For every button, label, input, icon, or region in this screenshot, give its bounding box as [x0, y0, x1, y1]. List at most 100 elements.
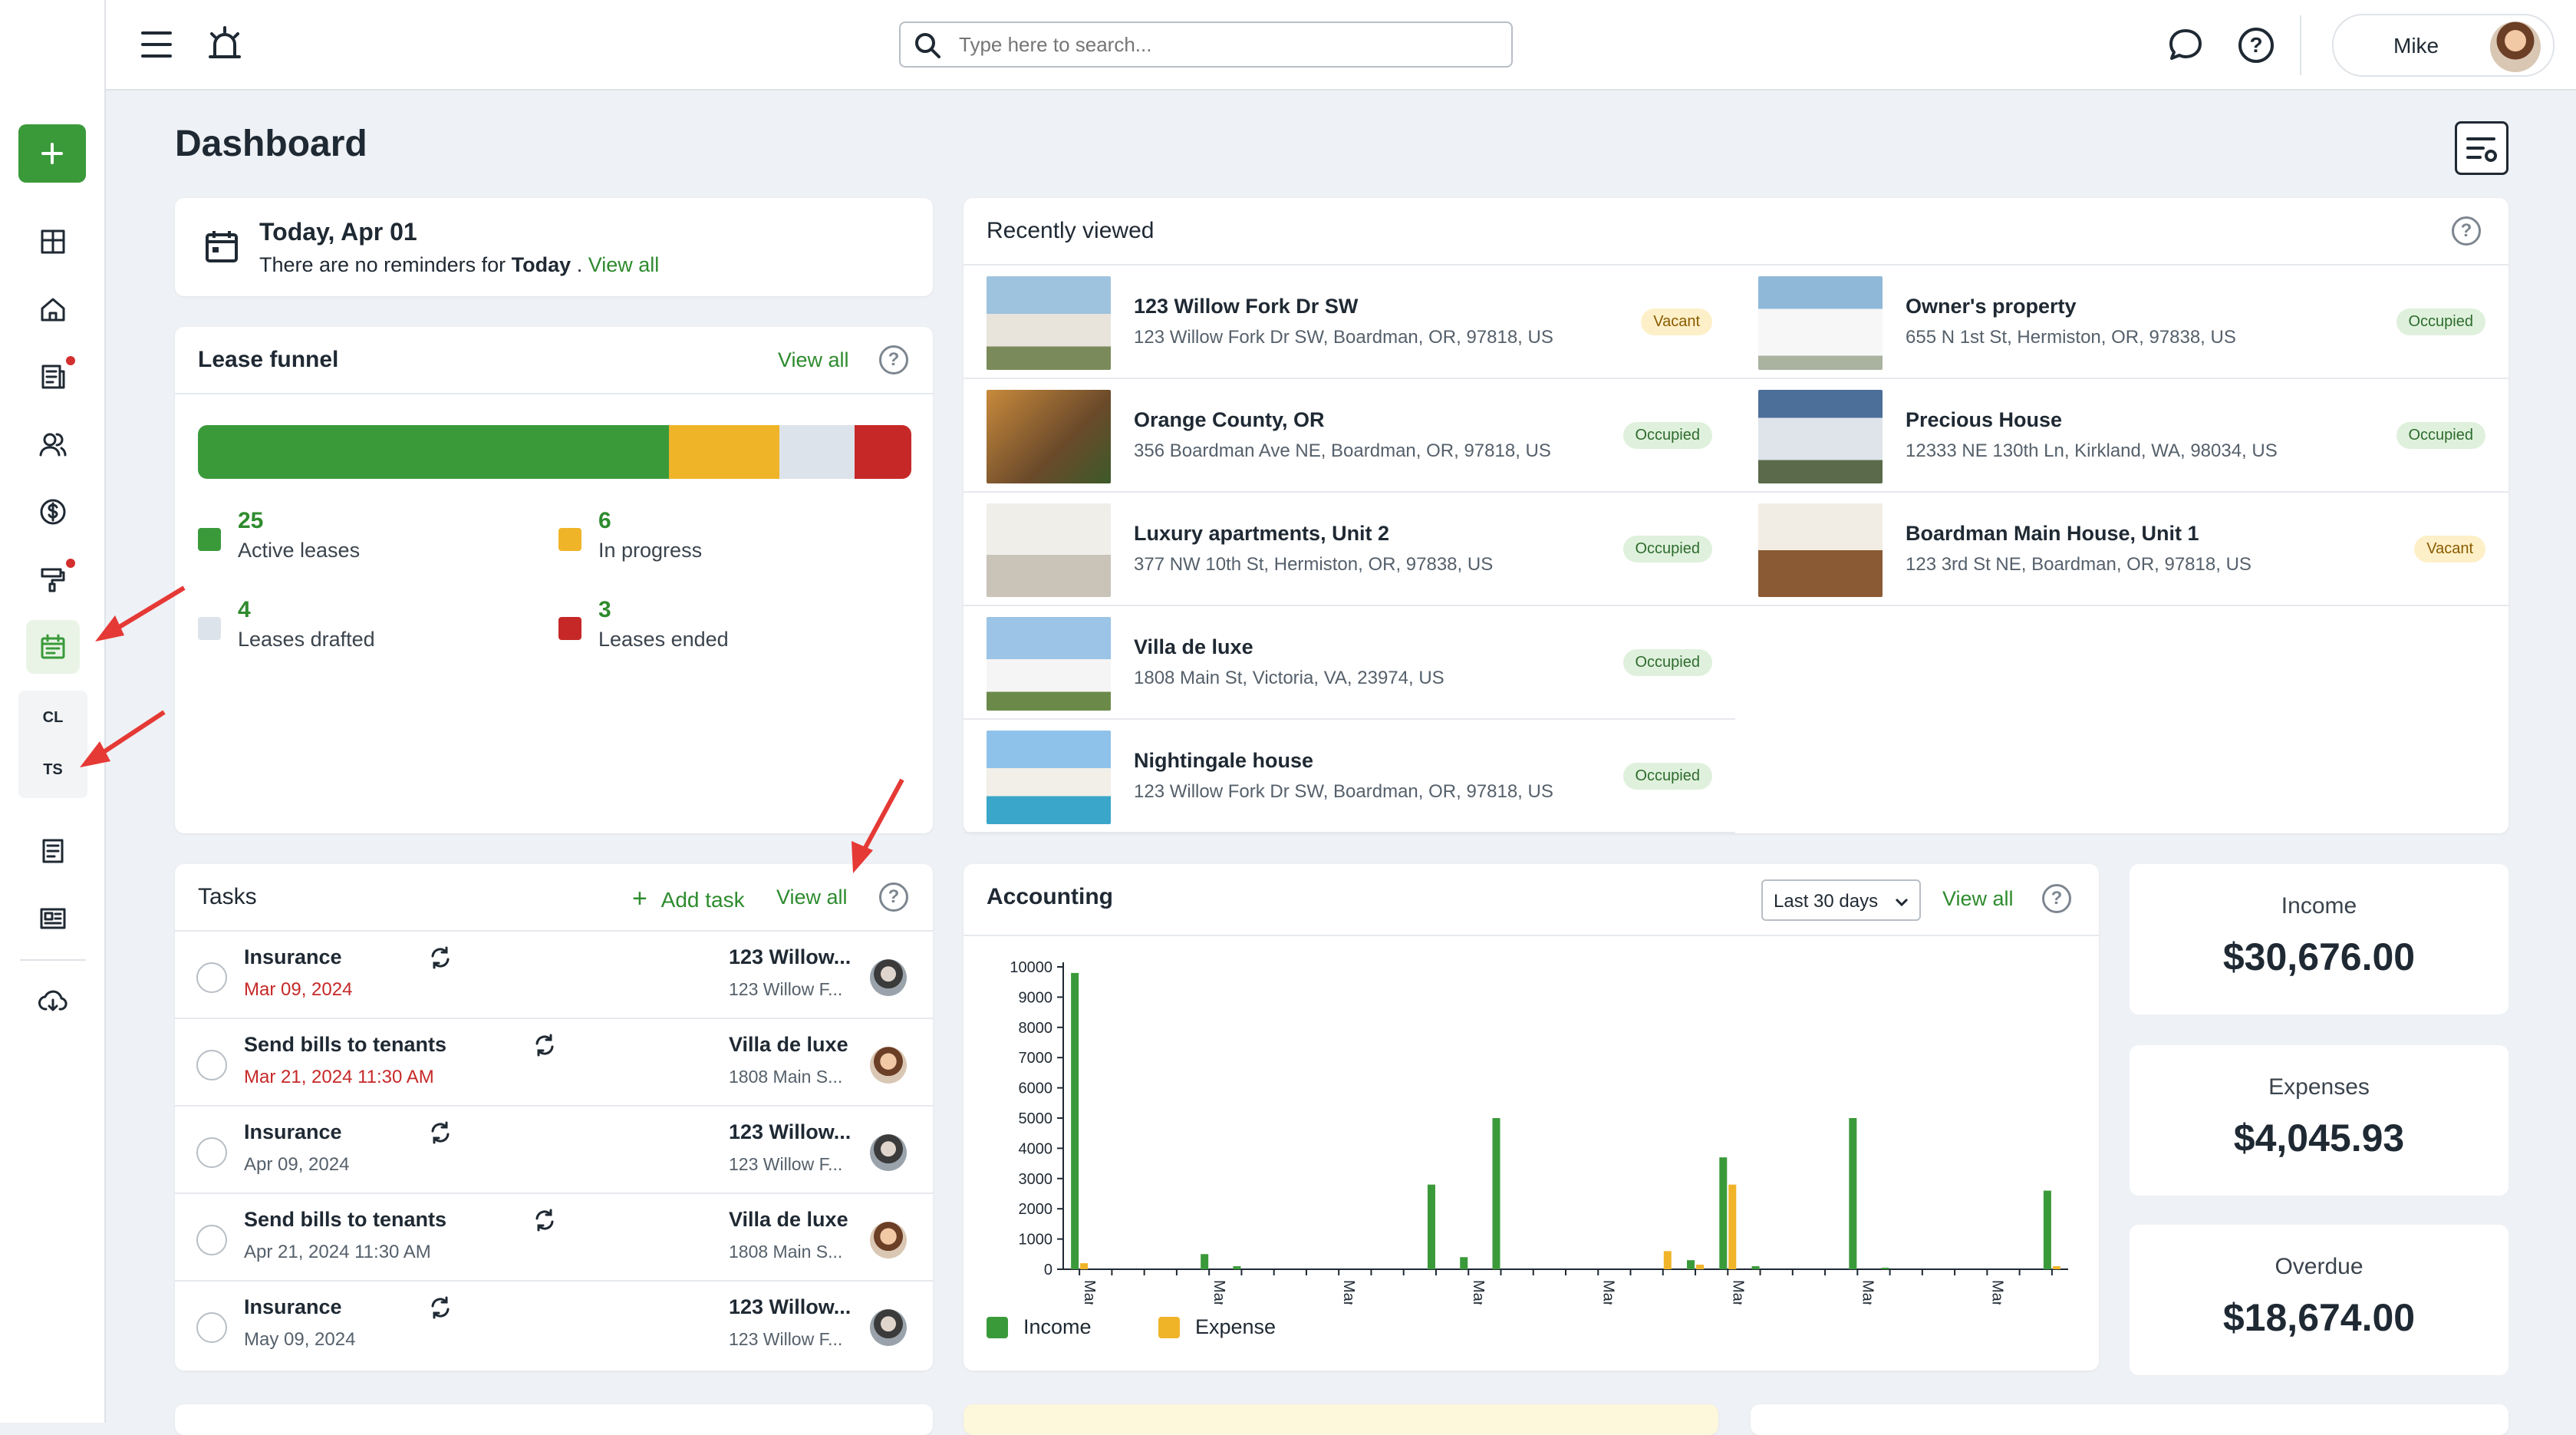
listing-card-icon: [40, 908, 66, 929]
y-tick-label: 4000: [1019, 1140, 1053, 1157]
status-badge: Vacant: [2414, 536, 2485, 562]
help-icon[interactable]: ?: [2238, 28, 2274, 63]
accounting-view-all[interactable]: View all: [1942, 887, 2014, 910]
income-summary-label: Income: [2281, 893, 2357, 919]
accounting-help-icon[interactable]: ?: [2042, 884, 2071, 913]
status-badge: Occupied: [2396, 422, 2485, 449]
sidebar-item-reports[interactable]: [26, 824, 80, 878]
sidebar-item-ts[interactable]: TS: [43, 761, 63, 778]
income-bar: [1492, 1118, 1500, 1269]
search-input[interactable]: [957, 29, 1494, 60]
legend-swatch: [987, 1317, 1008, 1338]
recently-viewed-item[interactable]: Nightingale house 123 Willow Fork Dr SW, …: [964, 720, 1735, 833]
recently-viewed-item[interactable]: Owner's property 655 N 1st St, Hermiston,…: [1735, 266, 2508, 379]
sidebar-item-listings[interactable]: [26, 892, 80, 945]
recently-viewed-item[interactable]: Precious House 12333 NE 130th Ln, Kirklan…: [1735, 379, 2508, 493]
lease-funnel-help-icon[interactable]: ?: [879, 345, 908, 374]
sidebar-item-calendar[interactable]: [26, 620, 80, 674]
property-name: Villa de luxe: [1134, 635, 1253, 658]
recently-viewed-help-icon[interactable]: ?: [2452, 216, 2481, 246]
reminders-view-all-link[interactable]: View all: [588, 253, 660, 276]
recently-viewed-title: Recently viewed: [987, 218, 1155, 243]
task-row[interactable]: Insurance Apr 09, 2024 123 Willow... 123 Wi…: [175, 1107, 933, 1194]
sidebar-item-contacts[interactable]: [26, 417, 80, 471]
task-property-address: 1808 Main S...: [729, 1067, 843, 1087]
add-task-button[interactable]: + Add task: [632, 884, 745, 914]
property-name: Luxury apartments, Unit 2: [1134, 522, 1390, 545]
income-bar: [1427, 1184, 1435, 1269]
income-bar: [2043, 1190, 2051, 1269]
task-checkbox[interactable]: [196, 1137, 227, 1168]
bottom-card-left: [175, 1404, 933, 1435]
dollar-icon: [40, 499, 66, 525]
sidebar-item-accounting[interactable]: [26, 485, 80, 539]
task-due-date: May 09, 2024: [244, 1329, 356, 1350]
recently-viewed-item[interactable]: Orange County, OR 356 Boardman Ave NE, Bo…: [964, 379, 1735, 493]
funnel-legend-swatch: [558, 528, 581, 551]
hamburger-menu-icon[interactable]: [140, 29, 173, 60]
task-name: Send bills to tenants: [244, 1033, 447, 1056]
property-address: 356 Boardman Ave NE, Boardman, OR, 97818…: [1134, 440, 1551, 461]
task-checkbox[interactable]: [196, 1225, 227, 1255]
page-title: Dashboard: [175, 124, 367, 164]
customize-icon: [2466, 137, 2497, 162]
recently-viewed-item[interactable]: 123 Willow Fork Dr SW 123 Willow Fork Dr …: [964, 266, 1735, 379]
card-divider: [175, 930, 933, 932]
x-tick-label: Mar 09: [1340, 1280, 1357, 1305]
recently-viewed-item[interactable]: Luxury apartments, Unit 2 377 NW 10th St,…: [964, 493, 1735, 606]
siren-alert-icon[interactable]: [206, 25, 244, 63]
x-tick-label: Mar 25: [1859, 1280, 1876, 1305]
accounting-card: Accounting Last 30 days View all ? 0 1000…: [964, 864, 2099, 1371]
sidebar-item-cl[interactable]: CL: [42, 709, 64, 726]
expense-bar: [1696, 1265, 1705, 1269]
sidebar-item-properties[interactable]: [26, 282, 80, 336]
funnel-legend-count: 6: [598, 508, 611, 533]
accounting-chart: 0 1000 2000 3000 4000 5000 6000 7000 8000 9000 100…: [1010, 959, 2068, 1305]
paint-roller-icon: [41, 568, 65, 592]
y-tick-label: 1000: [1019, 1232, 1053, 1249]
sidebar-divider: [20, 959, 86, 961]
reminders-period: .: [576, 253, 583, 276]
task-row[interactable]: Send bills to tenants Mar 21, 2024 11:30 …: [175, 1019, 933, 1107]
tasks-view-all[interactable]: View all: [776, 886, 848, 909]
task-property-address: 123 Willow F...: [729, 1329, 843, 1349]
y-tick-label: 3000: [1019, 1171, 1053, 1188]
task-row[interactable]: Send bills to tenants Apr 21, 2024 11:30 …: [175, 1194, 933, 1282]
status-badge: Occupied: [1622, 536, 1712, 562]
legend-label: Income: [1023, 1315, 1092, 1338]
sidebar-item-download[interactable]: [26, 975, 80, 1028]
sidebar-item-dashboard[interactable]: [26, 215, 80, 269]
recently-viewed-item[interactable]: Boardman Main House, Unit 1 123 3rd St NE…: [1735, 493, 2508, 606]
recently-viewed-item[interactable]: Villa de luxe 1808 Main St, Victoria, VA,…: [964, 606, 1735, 720]
add-button[interactable]: [18, 124, 86, 183]
income-summary-card: Income $30,676.00: [2130, 864, 2508, 1014]
task-row[interactable]: Insurance May 09, 2024 123 Willow... 123 Wi…: [175, 1282, 933, 1369]
overdue-summary-card: Overdue $18,674.00: [2130, 1225, 2508, 1375]
task-checkbox[interactable]: [196, 1312, 227, 1343]
customize-dashboard-button[interactable]: [2455, 121, 2508, 175]
bottom-card-right: [1751, 1404, 2508, 1435]
search-box[interactable]: [899, 21, 1513, 68]
task-name: Insurance: [244, 1120, 342, 1143]
x-tick-label: Mar 01: [1081, 1280, 1098, 1305]
funnel-legend-swatch: [198, 617, 221, 640]
lease-funnel-view-all[interactable]: View all: [778, 348, 849, 371]
sidebar-item-leases[interactable]: [26, 350, 80, 404]
tasks-help-icon[interactable]: ?: [879, 882, 908, 912]
income-bar: [1719, 1157, 1728, 1269]
task-checkbox[interactable]: [196, 1050, 227, 1080]
chat-icon[interactable]: [2166, 26, 2205, 64]
task-row[interactable]: Insurance Mar 09, 2024 123 Willow... 123 Wi…: [175, 932, 933, 1019]
sidebar-item-maintenance[interactable]: [26, 553, 80, 606]
task-checkbox[interactable]: [196, 962, 227, 993]
expenses-summary-label: Expenses: [2268, 1074, 2370, 1100]
legend-label: Expense: [1195, 1315, 1276, 1338]
plus-icon: [41, 143, 63, 164]
period-select[interactable]: Last 30 days: [1761, 879, 1921, 921]
topbar-divider: [2300, 15, 2301, 75]
funnel-segment: [668, 425, 779, 479]
income-bar: [1881, 1268, 1889, 1269]
task-name: Send bills to tenants: [244, 1208, 447, 1231]
property-thumbnail: [1758, 390, 1883, 483]
user-menu[interactable]: Mike: [2332, 14, 2555, 77]
